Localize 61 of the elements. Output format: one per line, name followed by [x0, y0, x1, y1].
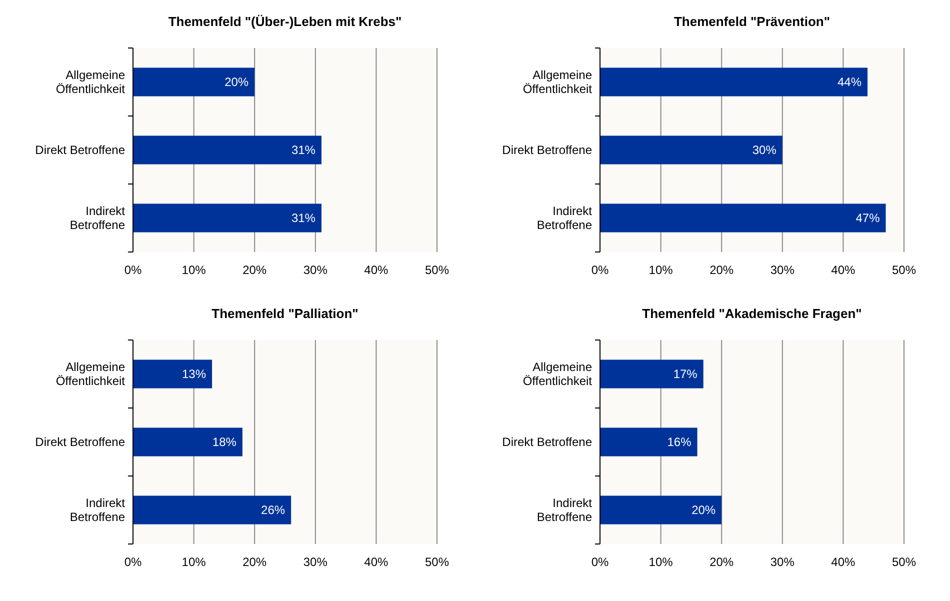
bar	[600, 360, 704, 388]
y-tick-label: Direkt Betroffene	[35, 143, 126, 158]
x-tick-label: 40%	[364, 555, 389, 569]
data-label: 44%	[837, 75, 862, 90]
chart-title: Themenfeld "Palliation"	[212, 306, 358, 321]
x-tick-label: 30%	[770, 263, 795, 277]
data-label: 30%	[752, 143, 777, 158]
y-tick-label: Direkt Betroffene	[502, 435, 592, 450]
x-tick-label: 10%	[182, 555, 206, 569]
x-tick-label: 50%	[892, 263, 916, 277]
x-tick-label: 10%	[648, 555, 674, 569]
x-tick-label: 20%	[710, 263, 734, 277]
x-tick-label: 10%	[648, 263, 674, 277]
chart-title: Themenfeld "Akademische Fragen"	[642, 306, 862, 321]
x-tick-label: 0%	[124, 263, 142, 277]
bar	[600, 68, 868, 96]
y-tick-label: Indirekt Betroffene	[536, 496, 593, 524]
x-tick-label: 0%	[591, 555, 609, 569]
y-tick-label: Allgemeine Öffentlichkeit	[56, 68, 126, 96]
data-label: 20%	[224, 75, 249, 90]
y-tick-label: Indirekt Betroffene	[70, 496, 126, 524]
y-tick-label: Direkt Betroffene	[502, 143, 592, 158]
x-tick-label: 40%	[831, 555, 856, 569]
bar	[600, 428, 698, 456]
x-tick-label: 20%	[710, 555, 734, 569]
x-tick-label: 50%	[424, 263, 450, 277]
data-label: 26%	[261, 503, 286, 518]
x-tick-label: 20%	[242, 263, 267, 277]
x-tick-label: 50%	[892, 555, 916, 569]
bar	[600, 136, 782, 164]
data-label: 31%	[291, 143, 316, 158]
bar	[133, 428, 242, 456]
chart-title: Themenfeld "(Über-)Leben mit Krebs"	[168, 14, 402, 29]
x-tick-label: 50%	[424, 555, 450, 569]
bar	[600, 204, 886, 232]
y-tick-label: Allgemeine Öffentlichkeit	[56, 360, 126, 388]
x-tick-label: 40%	[831, 263, 856, 277]
y-tick-label: Direkt Betroffene	[35, 435, 126, 450]
data-label: 31%	[291, 211, 316, 226]
data-label: 17%	[673, 367, 698, 382]
x-tick-label: 0%	[591, 263, 609, 277]
x-tick-label: 30%	[303, 555, 328, 569]
data-label: 18%	[212, 435, 237, 450]
x-tick-label: 30%	[303, 263, 328, 277]
x-tick-label: 40%	[364, 263, 389, 277]
chart-title: Themenfeld "Prävention"	[674, 14, 830, 29]
y-tick-label: Allgemeine Öffentlichkeit	[522, 68, 593, 96]
data-label: 47%	[856, 211, 880, 226]
bar	[600, 496, 722, 524]
x-tick-label: 0%	[124, 555, 142, 569]
y-tick-label: Allgemeine Öffentlichkeit	[522, 360, 593, 388]
x-tick-label: 30%	[770, 555, 795, 569]
x-tick-label: 20%	[242, 555, 267, 569]
x-tick-label: 10%	[182, 263, 206, 277]
data-label: 20%	[692, 503, 716, 518]
y-tick-label: Indirekt Betroffene	[70, 204, 126, 232]
data-label: 13%	[182, 367, 206, 382]
bar	[133, 496, 292, 524]
data-label: 16%	[667, 435, 692, 450]
y-tick-label: Indirekt Betroffene	[536, 204, 593, 232]
bar	[133, 360, 212, 388]
